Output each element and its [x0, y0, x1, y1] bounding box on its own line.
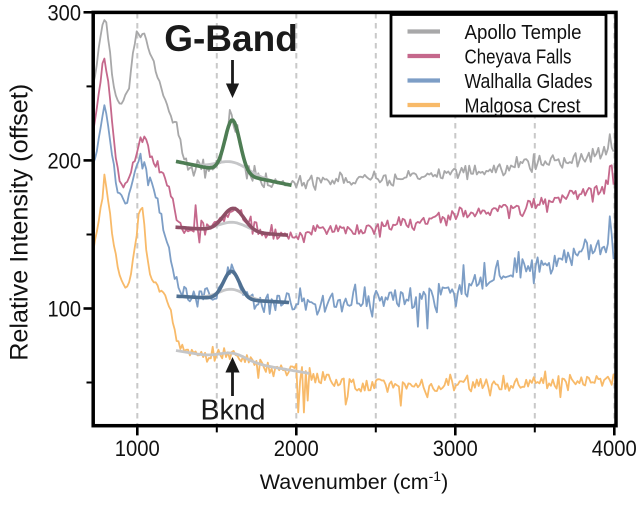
svg-text:Apollo Temple: Apollo Temple: [465, 22, 582, 44]
svg-text:100: 100: [48, 297, 82, 322]
svg-text:G-Band: G-Band: [164, 18, 298, 59]
svg-text:1000: 1000: [115, 436, 160, 461]
svg-text:2000: 2000: [274, 436, 319, 461]
svg-text:Bknd: Bknd: [201, 395, 266, 427]
svg-text:Cheyava Falls: Cheyava Falls: [465, 46, 572, 68]
svg-text:Relative Intensity (offset): Relative Intensity (offset): [6, 84, 34, 361]
svg-text:Walhalla Glades: Walhalla Glades: [465, 71, 593, 93]
svg-text:Malgosa Crest: Malgosa Crest: [465, 95, 581, 117]
svg-text:4000: 4000: [592, 436, 637, 461]
svg-text:300: 300: [48, 0, 82, 25]
svg-text:3000: 3000: [433, 436, 478, 461]
svg-text:200: 200: [48, 148, 82, 173]
svg-text:Wavenumber (cm-1): Wavenumber (cm-1): [260, 468, 448, 494]
